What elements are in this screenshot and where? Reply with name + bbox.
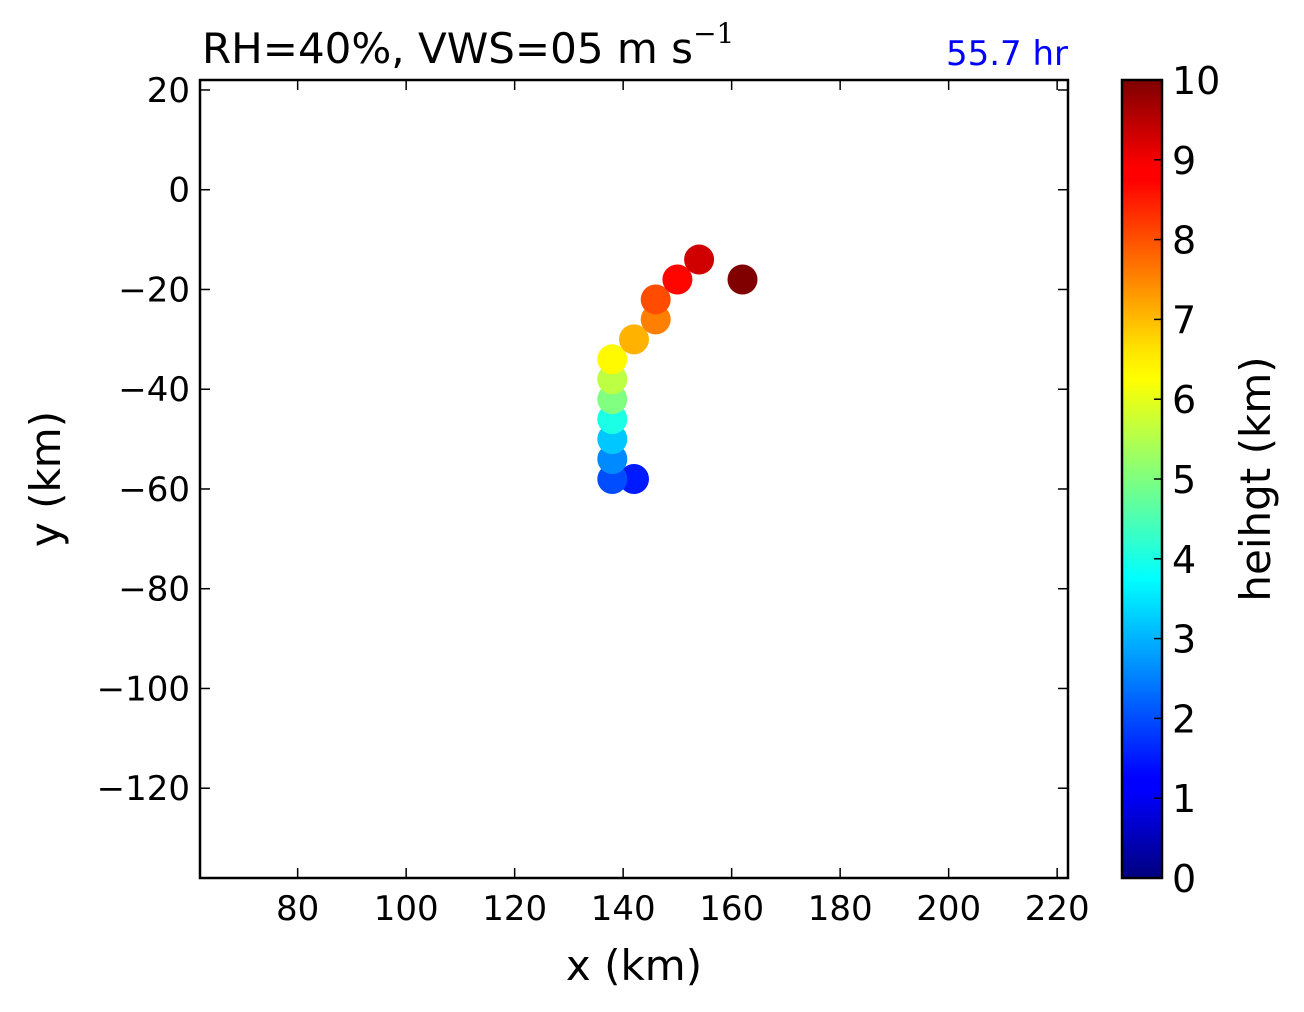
y-tick-label: −40 [118, 370, 190, 410]
colorbar-label: heihgt (km) [1231, 356, 1280, 601]
colorbar-tick-label: 3 [1172, 618, 1196, 662]
trajectory-point [640, 284, 671, 315]
colorbar-tick-label: 9 [1172, 139, 1196, 183]
trajectory-point [727, 264, 758, 295]
colorbar-ticks: 0 1 2 3 4 5 6 7 8 9 10 [1154, 59, 1220, 901]
colorbar-tick-label: 5 [1172, 458, 1196, 502]
colorbar-tick-label: 4 [1172, 538, 1196, 582]
x-tick-label: 220 [1025, 889, 1090, 929]
x-tick-label: 100 [374, 889, 439, 929]
colorbar-tick-label: 8 [1172, 219, 1196, 263]
colorbar-tick-label: 6 [1172, 378, 1196, 422]
colorbar-tick-label: 1 [1172, 777, 1196, 821]
trajectory-point [662, 264, 693, 295]
x-tick-label: 180 [808, 889, 873, 929]
y-tick-label: 0 [168, 171, 190, 211]
colorbar-tick-label: 2 [1172, 697, 1196, 741]
colorbar-tick-label: 10 [1172, 59, 1220, 103]
y-tick-label: −100 [97, 669, 190, 709]
scatter-points [597, 244, 758, 494]
x-tick-label: 160 [699, 889, 764, 929]
y-tick-label: −20 [118, 270, 190, 310]
trajectory-point [684, 244, 715, 275]
x-axis-ticks: 80 100 120 140 160 180 200 220 [276, 80, 1090, 929]
chart-title-superscript: −1 [693, 17, 734, 50]
y-tick-label: −80 [118, 570, 190, 610]
chart-title: RH=40%, VWS=05 m s−1 [202, 17, 734, 73]
y-tick-label: −120 [97, 769, 190, 809]
y-axis-label: y (km) [21, 411, 70, 547]
y-tick-label: 20 [147, 71, 190, 111]
y-axis-ticks: 20 0 −20 −40 −60 −80 −100 −120 [97, 71, 1068, 809]
time-annotation: 55.7 hr [946, 34, 1068, 74]
x-tick-label: 80 [276, 889, 319, 929]
x-tick-label: 200 [916, 889, 981, 929]
trajectory-point [619, 324, 649, 355]
x-tick-label: 120 [482, 889, 547, 929]
plot-frame [198, 78, 1070, 880]
x-tick-label: 140 [591, 889, 656, 929]
y-tick-label: −60 [118, 470, 190, 510]
trajectory-point [597, 344, 628, 375]
colorbar-tick-label: 0 [1172, 857, 1196, 901]
colorbar-tick-label: 7 [1172, 298, 1196, 342]
x-axis-label: x (km) [566, 941, 702, 990]
trajectory-point [619, 464, 649, 494]
